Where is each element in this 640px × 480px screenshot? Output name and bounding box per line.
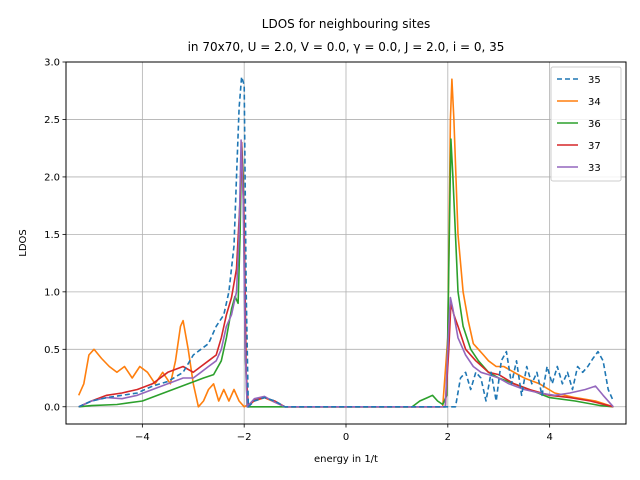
y-tick-label: 1.5: [44, 230, 60, 241]
legend-label-35: 35: [588, 75, 601, 86]
legend-label-36: 36: [588, 119, 601, 130]
chart-title-line2: in 70x70, U = 2.0, V = 0.0, γ = 0.0, J =…: [188, 40, 505, 54]
x-tick-label: 4: [546, 432, 552, 443]
x-tick-label: 0: [343, 432, 349, 443]
chart-title: LDOS for neighbouring sites in 70x70, U …: [188, 17, 505, 54]
y-axis-label: LDOS: [18, 229, 29, 257]
y-tick-label: 1.0: [44, 287, 60, 298]
x-tick-label: −4: [135, 432, 150, 443]
legend-label-34: 34: [588, 97, 601, 108]
chart-title-line1: LDOS for neighbouring sites: [262, 17, 430, 31]
y-tick-label: 2.5: [44, 115, 60, 126]
legend: 35 34 36 37 33: [550, 66, 622, 182]
legend-label-37: 37: [588, 141, 601, 152]
x-axis-label: energy in 1/t: [314, 454, 378, 465]
y-tick-label: 3.0: [44, 58, 60, 69]
y-tick-label: 0.5: [44, 345, 60, 356]
series-lines: [77, 76, 615, 408]
y-tick-label: 2.0: [44, 172, 60, 183]
y-tick-label: 0.0: [44, 402, 60, 413]
x-tick-label: −2: [237, 432, 252, 443]
legend-box: [550, 66, 622, 182]
axis-ticks: −4 −2 0 2 4 0.0 0.5 1.0 1.5 2.0 2.5 3.0: [44, 58, 553, 444]
series-line-34: [77, 78, 614, 408]
series-line-33: [78, 139, 614, 408]
grid-lines: [66, 61, 626, 424]
x-tick-label: 2: [445, 432, 451, 443]
legend-label-33: 33: [588, 163, 601, 174]
series-line-35: [78, 76, 615, 408]
